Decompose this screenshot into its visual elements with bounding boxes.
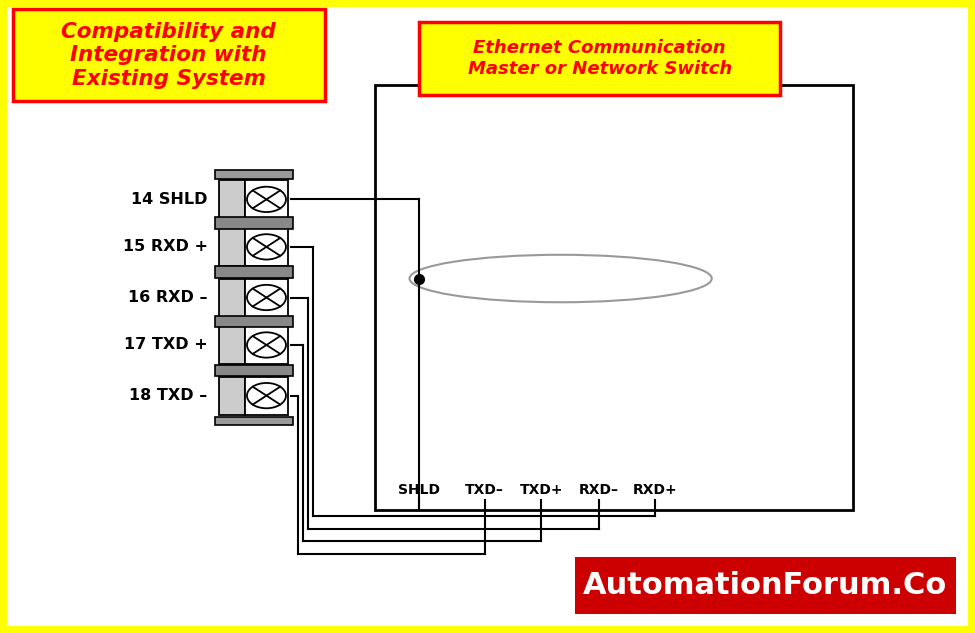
Text: Ethernet Communication
Master or Network Switch: Ethernet Communication Master or Network… bbox=[467, 39, 732, 78]
FancyBboxPatch shape bbox=[246, 180, 288, 218]
Text: TXD–: TXD– bbox=[465, 483, 504, 497]
Text: TXD+: TXD+ bbox=[520, 483, 563, 497]
Text: AutomationForum.Co: AutomationForum.Co bbox=[583, 571, 948, 600]
Circle shape bbox=[247, 285, 286, 310]
FancyBboxPatch shape bbox=[246, 326, 288, 364]
FancyBboxPatch shape bbox=[214, 315, 292, 327]
Circle shape bbox=[247, 383, 286, 408]
Circle shape bbox=[247, 234, 286, 260]
FancyBboxPatch shape bbox=[375, 85, 853, 510]
FancyBboxPatch shape bbox=[214, 417, 292, 425]
Circle shape bbox=[247, 332, 286, 358]
FancyBboxPatch shape bbox=[13, 9, 325, 101]
Text: 16 RXD –: 16 RXD – bbox=[128, 290, 208, 305]
Ellipse shape bbox=[410, 254, 712, 303]
Text: RXD–: RXD– bbox=[578, 483, 619, 497]
FancyBboxPatch shape bbox=[219, 180, 246, 218]
FancyBboxPatch shape bbox=[219, 228, 246, 266]
FancyBboxPatch shape bbox=[246, 228, 288, 266]
FancyBboxPatch shape bbox=[575, 557, 956, 614]
FancyBboxPatch shape bbox=[219, 326, 246, 364]
Circle shape bbox=[247, 187, 286, 212]
Text: SHLD: SHLD bbox=[398, 483, 441, 497]
Text: 17 TXD +: 17 TXD + bbox=[124, 337, 208, 353]
FancyBboxPatch shape bbox=[219, 279, 246, 316]
FancyBboxPatch shape bbox=[246, 279, 288, 316]
FancyBboxPatch shape bbox=[419, 22, 780, 95]
FancyBboxPatch shape bbox=[214, 365, 292, 376]
Text: 14 SHLD: 14 SHLD bbox=[132, 192, 208, 207]
Text: Compatibility and
Integration with
Existing System: Compatibility and Integration with Exist… bbox=[61, 22, 276, 89]
Text: 15 RXD +: 15 RXD + bbox=[123, 239, 208, 254]
FancyBboxPatch shape bbox=[246, 377, 288, 415]
FancyBboxPatch shape bbox=[214, 170, 292, 179]
FancyBboxPatch shape bbox=[214, 218, 292, 229]
Text: RXD+: RXD+ bbox=[633, 483, 678, 497]
Text: 18 TXD –: 18 TXD – bbox=[130, 388, 208, 403]
FancyBboxPatch shape bbox=[219, 377, 246, 415]
FancyBboxPatch shape bbox=[214, 266, 292, 278]
